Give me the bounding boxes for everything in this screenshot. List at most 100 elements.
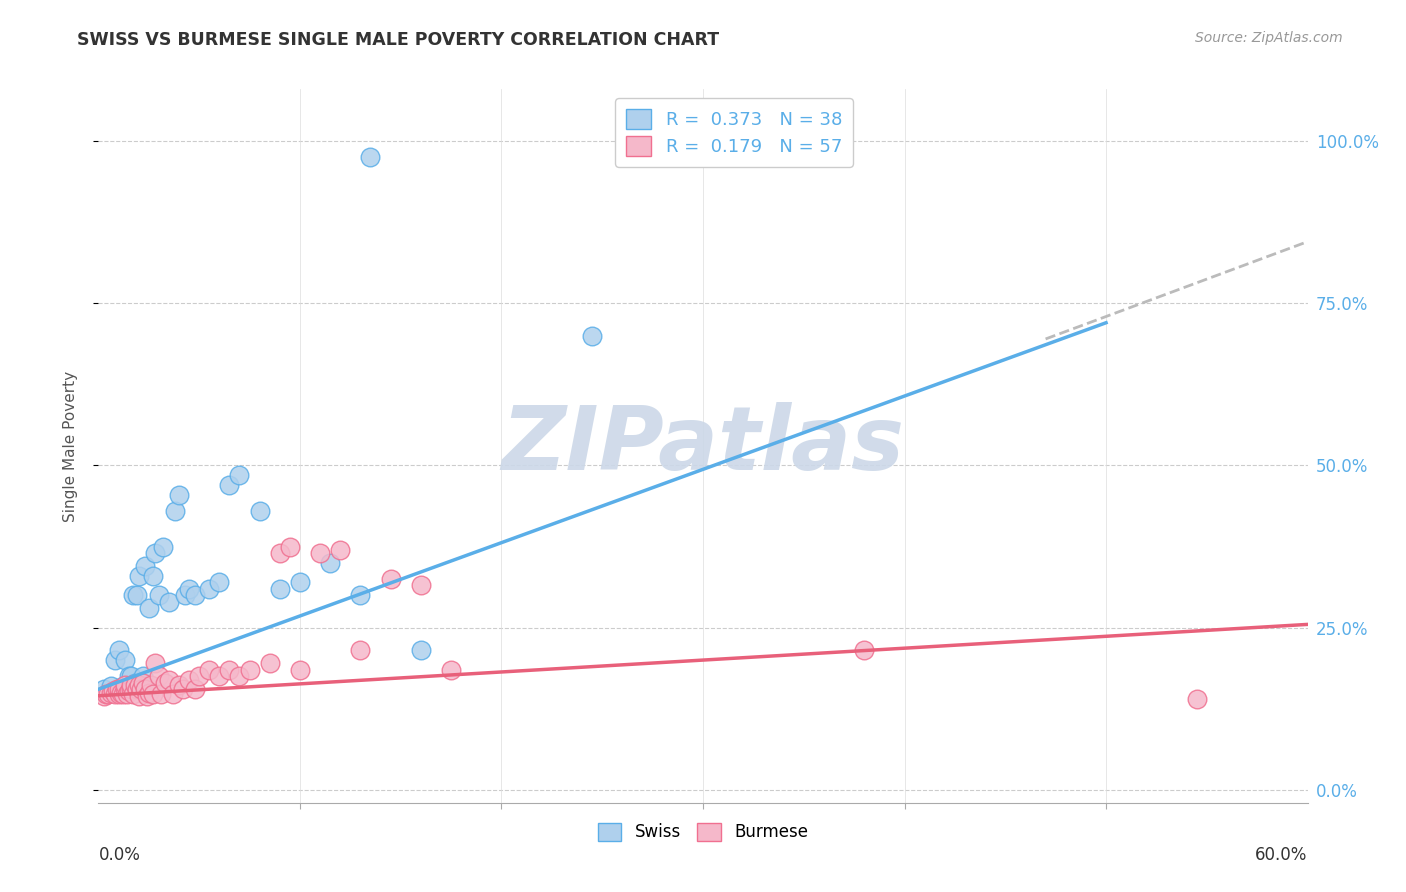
- Point: [179, 582, 201, 596]
- Point: [157, 673, 180, 687]
- Point: [148, 588, 170, 602]
- Point: [440, 663, 463, 677]
- Point: [309, 546, 332, 560]
- Point: [288, 663, 311, 677]
- Point: [132, 675, 155, 690]
- Point: [129, 682, 152, 697]
- Point: [135, 689, 157, 703]
- Point: [228, 468, 250, 483]
- Point: [259, 657, 281, 671]
- Point: [1185, 692, 1208, 706]
- Point: [167, 678, 190, 692]
- Point: [148, 669, 170, 683]
- Point: [184, 682, 207, 697]
- Point: [111, 687, 134, 701]
- Point: [153, 675, 176, 690]
- Point: [97, 687, 120, 701]
- Point: [228, 669, 250, 683]
- Point: [125, 588, 148, 602]
- Legend: Swiss, Burmese: Swiss, Burmese: [591, 816, 815, 848]
- Point: [218, 478, 240, 492]
- Point: [101, 684, 124, 698]
- Point: [167, 488, 190, 502]
- Point: [128, 678, 150, 692]
- Point: [132, 669, 155, 683]
- Text: 60.0%: 60.0%: [1256, 846, 1308, 863]
- Point: [360, 150, 382, 164]
- Point: [100, 679, 122, 693]
- Text: 0.0%: 0.0%: [98, 846, 141, 863]
- Point: [118, 669, 141, 683]
- Point: [120, 682, 142, 697]
- Point: [107, 643, 129, 657]
- Point: [121, 588, 143, 602]
- Point: [134, 682, 156, 697]
- Point: [198, 663, 221, 677]
- Point: [142, 568, 165, 582]
- Point: [125, 682, 148, 697]
- Point: [115, 682, 138, 697]
- Point: [111, 679, 134, 693]
- Point: [581, 328, 603, 343]
- Point: [174, 588, 197, 602]
- Point: [409, 578, 432, 592]
- Point: [115, 687, 138, 701]
- Point: [114, 653, 136, 667]
- Point: [128, 568, 150, 582]
- Point: [128, 675, 150, 690]
- Point: [172, 682, 194, 697]
- Point: [124, 675, 146, 690]
- Point: [93, 689, 115, 703]
- Point: [103, 653, 125, 667]
- Point: [163, 504, 186, 518]
- Point: [349, 588, 371, 602]
- Point: [853, 643, 876, 657]
- Point: [114, 678, 136, 692]
- Point: [269, 582, 291, 596]
- Point: [157, 595, 180, 609]
- Point: [107, 688, 129, 702]
- Point: [120, 678, 142, 692]
- Point: [249, 504, 271, 518]
- Point: [107, 682, 129, 697]
- Point: [149, 687, 172, 701]
- Point: [128, 689, 150, 703]
- Point: [239, 663, 262, 677]
- Point: [278, 540, 301, 554]
- Point: [329, 542, 352, 557]
- Point: [269, 546, 291, 560]
- Point: [110, 685, 132, 699]
- Point: [100, 685, 122, 699]
- Point: [409, 643, 432, 657]
- Text: SWISS VS BURMESE SINGLE MALE POVERTY CORRELATION CHART: SWISS VS BURMESE SINGLE MALE POVERTY COR…: [77, 31, 720, 49]
- Point: [120, 669, 142, 683]
- Point: [114, 682, 136, 697]
- Point: [121, 687, 143, 701]
- Point: [179, 673, 201, 687]
- Point: [143, 546, 166, 560]
- Point: [93, 682, 115, 697]
- Point: [124, 678, 146, 692]
- Point: [103, 687, 125, 701]
- Point: [105, 682, 128, 697]
- Y-axis label: Single Male Poverty: Single Male Poverty: [63, 370, 77, 522]
- Text: Source: ZipAtlas.com: Source: ZipAtlas.com: [1195, 31, 1343, 45]
- Point: [138, 685, 160, 699]
- Point: [138, 601, 160, 615]
- Point: [139, 678, 162, 692]
- Point: [107, 682, 129, 697]
- Point: [218, 663, 240, 677]
- Text: ZIPatlas: ZIPatlas: [502, 402, 904, 490]
- Point: [319, 556, 342, 570]
- Point: [134, 559, 156, 574]
- Point: [288, 575, 311, 590]
- Point: [208, 669, 231, 683]
- Point: [143, 657, 166, 671]
- Point: [184, 588, 207, 602]
- Point: [162, 687, 184, 701]
- Point: [96, 688, 118, 702]
- Point: [118, 684, 141, 698]
- Point: [208, 575, 231, 590]
- Point: [349, 643, 371, 657]
- Point: [152, 540, 174, 554]
